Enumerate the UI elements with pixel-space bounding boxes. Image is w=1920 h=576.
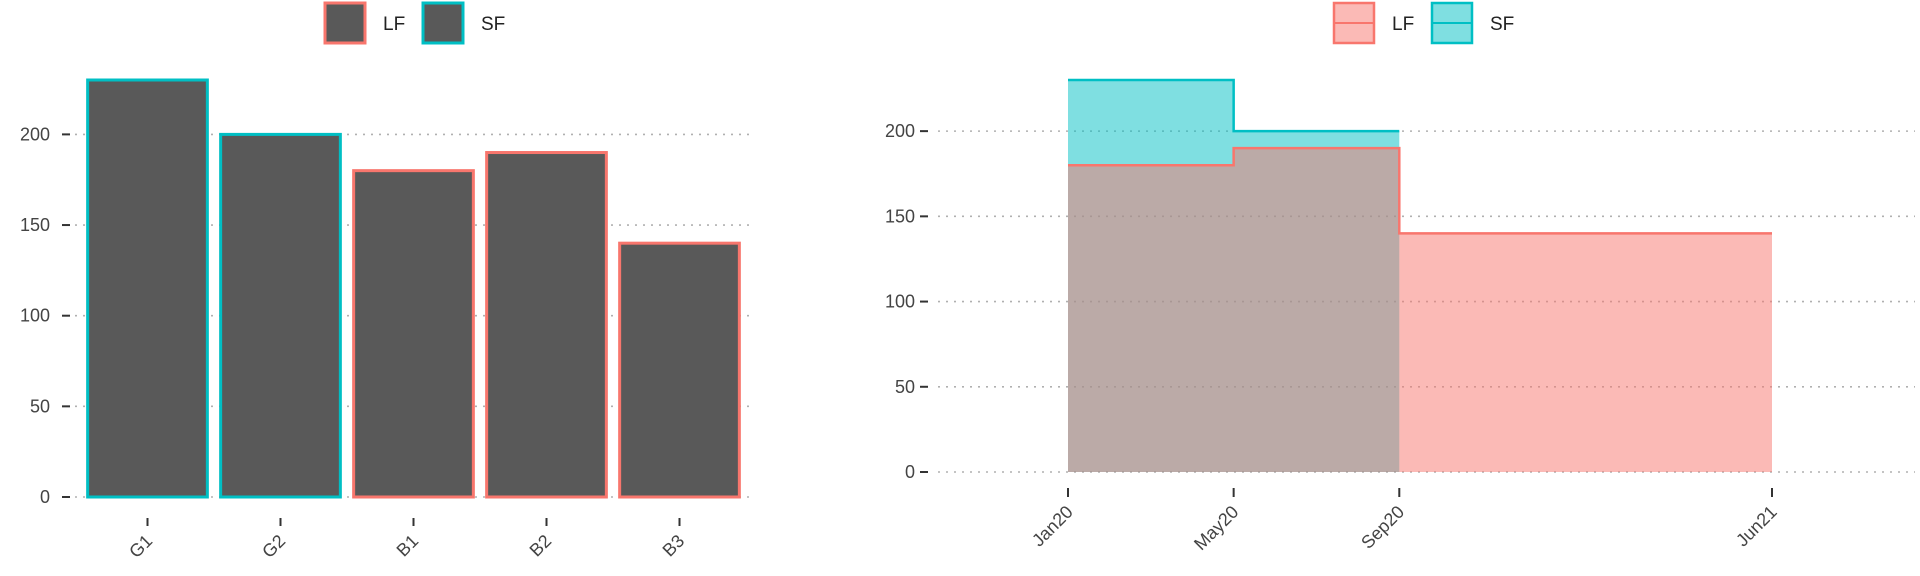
legend-label: SF: [481, 14, 505, 35]
y-tick-label: 150: [20, 215, 50, 235]
bar-legend: LF SF: [323, 1, 505, 45]
line-SF: [1068, 78, 1400, 133]
y-tick-label: 50: [895, 377, 915, 397]
bar: [219, 132, 342, 499]
x-tick-label: G1: [125, 531, 156, 562]
x-tick-label: B3: [659, 531, 689, 561]
area-legend: LF SF: [1332, 1, 1514, 45]
bar: [485, 151, 608, 499]
line-LF: [1068, 146, 1772, 235]
legend-key: [421, 1, 465, 45]
legend-label: LF: [1392, 14, 1414, 35]
area-LF: [1068, 148, 1772, 472]
y-tick-label: 100: [885, 292, 915, 312]
y-tick-label: 0: [40, 487, 50, 507]
bar: [618, 241, 741, 499]
x-tick-label: G2: [258, 531, 289, 562]
y-tick-label: 100: [20, 306, 50, 326]
x-tick-label: Jun21: [1732, 502, 1781, 551]
legend-label: SF: [1490, 14, 1514, 35]
y-tick-label: 200: [20, 124, 50, 144]
y-tick-label: 0: [905, 462, 915, 482]
legend-label: LF: [383, 14, 405, 35]
x-tick-label: B2: [526, 531, 556, 561]
y-tick-label: 50: [30, 396, 50, 416]
x-tick-label: May20: [1190, 502, 1242, 554]
x-tick-label: Jan20: [1028, 502, 1077, 551]
x-tick-label: B1: [393, 531, 423, 561]
bar-chart: 0 50 100 150 200 G1 G2 B1 B2 B3 LF SF: [20, 1, 755, 562]
bar: [86, 78, 209, 499]
y-tick-label: 200: [885, 121, 915, 141]
legend-key: [323, 1, 367, 45]
bar: [352, 169, 475, 499]
x-tick-label: Sep20: [1357, 502, 1408, 553]
y-tick-label: 150: [885, 206, 915, 226]
area-chart: 0 50 100 150 200 Jan20 May20 Sep20 Jun21 LF SF: [885, 1, 1915, 554]
